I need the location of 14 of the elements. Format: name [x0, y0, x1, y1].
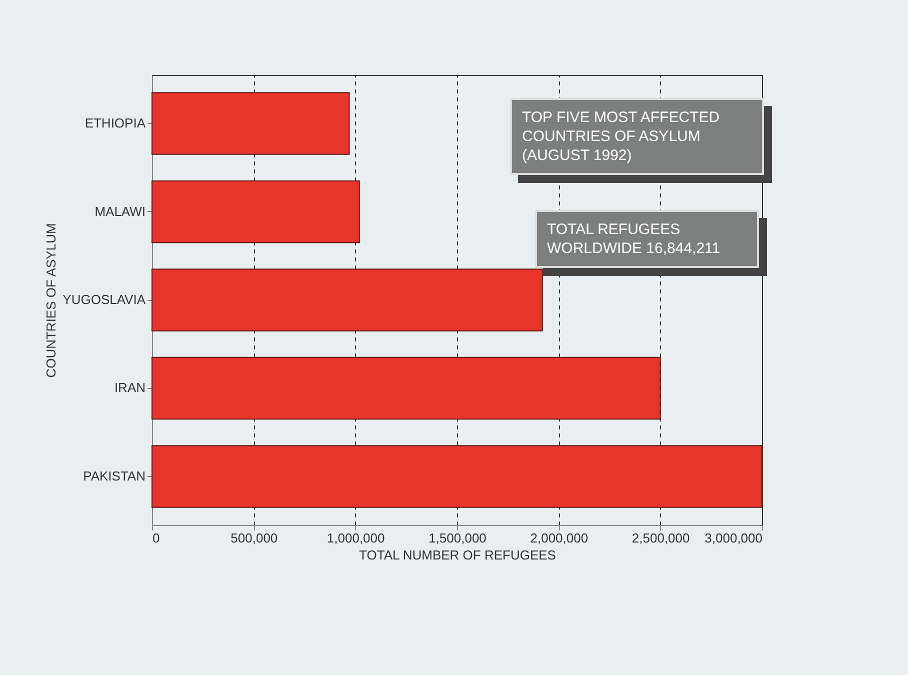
x-tick-label: 2,000,000	[530, 530, 588, 546]
x-tick-label: 2,500,000	[632, 530, 690, 546]
x-axis-title: TOTAL NUMBER OF REFUGEES	[359, 548, 556, 562]
y-tick-label: IRAN	[114, 380, 146, 396]
x-tick-label: 1,500,000	[428, 530, 486, 546]
y-axis-title: COUNTRIES OF ASYLUM	[44, 223, 59, 378]
x-tick-label: 3,000,000	[704, 530, 762, 546]
y-tick-label: ETHIOPIA	[84, 116, 146, 131]
y-tick-label: YUGOSLAVIA	[62, 292, 146, 307]
y-tick-label: PAKISTAN	[83, 468, 146, 484]
y-tick-label: MALAWI	[94, 204, 146, 219]
x-tick-label: 0	[152, 530, 160, 546]
x-tick-label: 1,000,000	[326, 530, 385, 546]
x-tick-label: 500,000	[230, 530, 278, 546]
